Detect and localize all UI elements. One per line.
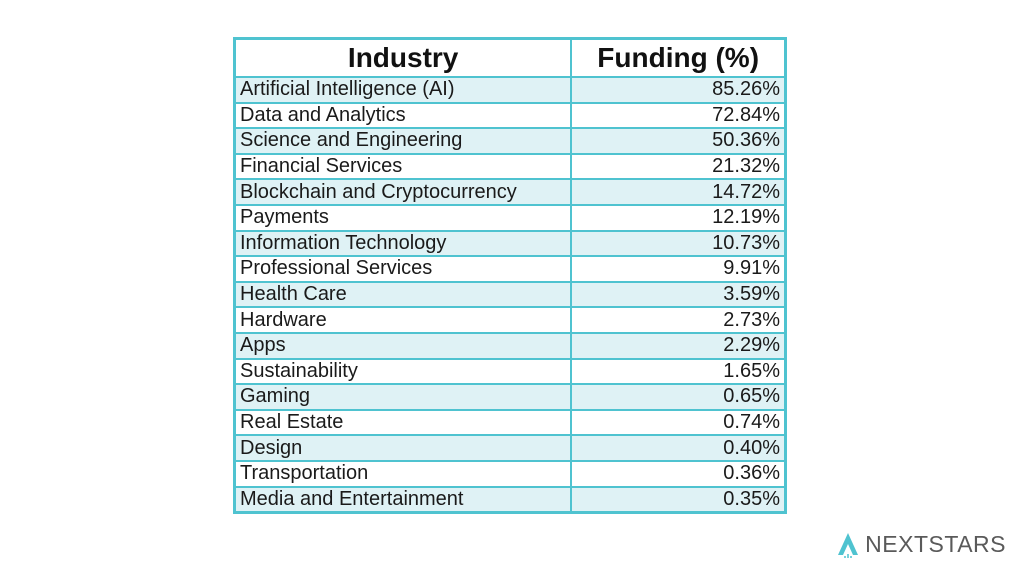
industry-cell: Blockchain and Cryptocurrency — [233, 178, 573, 206]
funding-cell: 0.40% — [570, 434, 787, 462]
table-row: Financial Services 21.32% — [233, 152, 787, 181]
industry-cell: Science and Engineering — [233, 127, 573, 155]
funding-cell: 0.74% — [570, 408, 787, 437]
industry-cell: Hardware — [233, 306, 573, 334]
funding-cell: 1.65% — [570, 357, 787, 386]
industry-cell: Professional Services — [233, 255, 573, 283]
table-row: Professional Services 9.91% — [233, 255, 787, 283]
table-row: Real Estate 0.74% — [233, 408, 787, 437]
brand-name: NEXTSTARS — [865, 531, 1006, 557]
industry-cell: Gaming — [233, 383, 573, 411]
table-row: Health Care 3.59% — [233, 280, 787, 309]
table-row: Media and Entertainment 0.35% — [233, 485, 787, 514]
column-header-funding: Funding (%) — [570, 37, 787, 78]
table-row: Gaming 0.65% — [233, 383, 787, 411]
industry-cell: Transportation — [233, 459, 573, 488]
funding-table: Industry Funding (%) Artificial Intellig… — [233, 37, 787, 515]
table-row: Science and Engineering 50.36% — [233, 127, 787, 155]
table-row: Design 0.40% — [233, 434, 787, 462]
funding-cell: 21.32% — [570, 152, 787, 181]
industry-cell: Data and Analytics — [233, 101, 573, 130]
industry-cell: Sustainability — [233, 357, 573, 386]
funding-cell: 3.59% — [570, 280, 787, 309]
funding-cell: 2.29% — [570, 331, 787, 360]
table-row: Blockchain and Cryptocurrency 14.72% — [233, 178, 787, 206]
funding-cell: 0.35% — [570, 485, 787, 514]
rocket-a-icon — [835, 532, 861, 558]
table-header-row: Industry Funding (%) — [233, 37, 787, 78]
table-row: Sustainability 1.65% — [233, 357, 787, 386]
table-row: Information Technology 10.73% — [233, 229, 787, 258]
funding-cell: 10.73% — [570, 229, 787, 258]
brand-logo: NEXTSTARS — [835, 531, 1006, 558]
industry-cell: Artificial Intelligence (AI) — [233, 76, 573, 104]
industry-cell: Media and Entertainment — [233, 485, 573, 514]
funding-cell: 2.73% — [570, 306, 787, 334]
table-body: Artificial Intelligence (AI) 85.26% Data a… — [233, 76, 787, 514]
column-header-industry: Industry — [233, 37, 573, 78]
industry-cell: Information Technology — [233, 229, 573, 258]
table-row: Artificial Intelligence (AI) 85.26% — [233, 76, 787, 104]
funding-cell: 85.26% — [570, 76, 787, 104]
industry-cell: Financial Services — [233, 152, 573, 181]
industry-cell: Real Estate — [233, 408, 573, 437]
table-row: Transportation 0.36% — [233, 459, 787, 488]
table-row: Payments 12.19% — [233, 203, 787, 232]
industry-cell: Health Care — [233, 280, 573, 309]
funding-cell: 14.72% — [570, 178, 787, 206]
table-row: Data and Analytics 72.84% — [233, 101, 787, 130]
funding-cell: 12.19% — [570, 203, 787, 232]
funding-cell: 72.84% — [570, 101, 787, 130]
industry-cell: Design — [233, 434, 573, 462]
funding-cell: 0.36% — [570, 459, 787, 488]
funding-cell: 50.36% — [570, 127, 787, 155]
table-row: Hardware 2.73% — [233, 306, 787, 334]
industry-cell: Apps — [233, 331, 573, 360]
funding-cell: 0.65% — [570, 383, 787, 411]
table-row: Apps 2.29% — [233, 331, 787, 360]
funding-cell: 9.91% — [570, 255, 787, 283]
industry-cell: Payments — [233, 203, 573, 232]
